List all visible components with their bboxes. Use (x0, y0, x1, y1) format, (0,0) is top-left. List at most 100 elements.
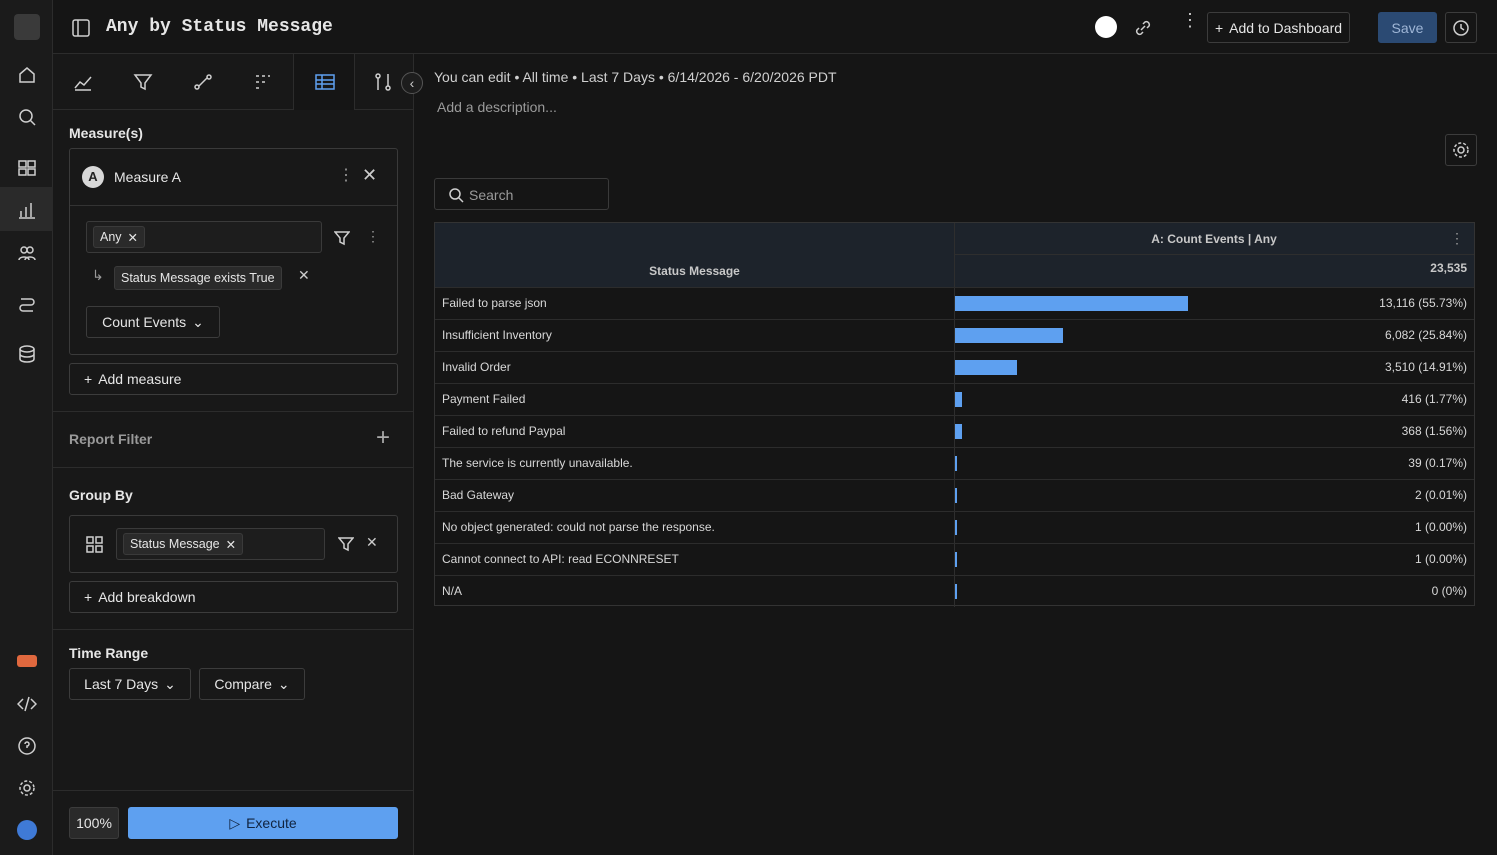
select-label: Last 7 Days (84, 676, 159, 692)
add-measure-button[interactable]: + Add measure (69, 363, 398, 395)
table-row[interactable]: Cannot connect to API: read ECONNRESET 1 … (435, 543, 1474, 575)
measure-name[interactable]: Measure A (114, 169, 181, 185)
settings-button[interactable] (1445, 134, 1477, 166)
report-title[interactable]: Any by Status Message (106, 17, 333, 37)
compare-select[interactable]: Compare ⌄ (199, 668, 305, 700)
measure-badge: A (82, 166, 104, 188)
users-icon[interactable] (17, 243, 37, 263)
more-menu[interactable]: ⋮ (1181, 10, 1199, 30)
row-value: 368 (1.56%) (1401, 424, 1467, 438)
table-row[interactable]: N/A 0 (0%) (435, 575, 1474, 607)
remove-filter[interactable]: ✕ (298, 267, 310, 283)
filter-icon[interactable] (334, 230, 350, 246)
row-label: Bad Gateway (442, 488, 515, 502)
row-value: 2 (0.01%) (1414, 488, 1467, 502)
column-separator (954, 320, 955, 351)
group-column-header[interactable]: Status Message (649, 264, 740, 278)
event-chip: Any ✕ (93, 226, 146, 248)
link-icon[interactable] (1133, 18, 1153, 38)
group-icon (86, 536, 103, 553)
filter-arrow: ↳ (92, 267, 104, 283)
flow-tab[interactable] (193, 72, 213, 92)
select-label: Count Events (102, 314, 187, 330)
execute-button[interactable]: ▷ Execute (128, 807, 398, 839)
bar (955, 296, 1188, 311)
table-tab-active[interactable] (293, 54, 355, 110)
home-icon[interactable] (17, 65, 37, 85)
column-separator (954, 288, 955, 319)
compare-tab[interactable] (373, 72, 393, 92)
agent-icon[interactable] (17, 655, 37, 667)
data-icon[interactable] (17, 344, 37, 364)
settings-icon[interactable] (17, 778, 37, 798)
remove-group[interactable]: ✕ (366, 534, 378, 550)
group-by-card: Status Message ✕ ✕ (69, 515, 398, 573)
row-label: Failed to refund Paypal (442, 424, 566, 438)
property-select[interactable]: Status Message ✕ (116, 528, 325, 560)
code-icon[interactable] (17, 694, 37, 714)
row-value: 0 (0%) (1431, 584, 1467, 598)
button-label: Add measure (98, 371, 182, 387)
app-logo[interactable] (14, 14, 40, 40)
chip-label: Any (100, 230, 122, 244)
search-placeholder: Search (469, 187, 514, 203)
description-input[interactable]: Add a description... (437, 99, 557, 115)
save-button[interactable]: Save (1378, 12, 1437, 43)
table-row[interactable]: Insufficient Inventory 6,082 (25.84%) (435, 319, 1474, 351)
property-chip: Status Message ✕ (123, 533, 244, 555)
row-value: 416 (1.77%) (1401, 392, 1467, 406)
flows-icon[interactable] (17, 294, 37, 314)
history-button[interactable] (1445, 12, 1477, 43)
workspace-icon[interactable] (1095, 16, 1117, 38)
filter-icon[interactable] (338, 536, 354, 552)
line-tab[interactable] (73, 72, 93, 92)
bar (955, 488, 957, 503)
remove-measure[interactable]: ✕ (362, 165, 378, 185)
search-input[interactable]: Search (434, 178, 609, 210)
toggle-sidebar-icon[interactable] (72, 19, 90, 37)
bar (955, 520, 957, 535)
table-row[interactable]: The service is currently unavailable. 39 … (435, 447, 1474, 479)
bar (955, 392, 963, 407)
table-icon (315, 74, 335, 90)
help-icon[interactable] (17, 736, 37, 756)
query-sidebar: ‹ Measure(s) A Measure A ⋮ ✕ Any ✕ ⋮ ↳ St… (53, 54, 423, 855)
search-icon[interactable] (17, 107, 37, 127)
column-separator (954, 448, 955, 479)
column-separator (954, 544, 955, 575)
funnel-tab[interactable] (133, 72, 153, 92)
filter-chip[interactable]: Status Message exists True (114, 266, 282, 290)
table-row[interactable]: No object generated: could not parse the… (435, 511, 1474, 543)
time-range-select[interactable]: Last 7 Days ⌄ (69, 668, 191, 700)
bar (955, 552, 957, 567)
aggregation-select[interactable]: Count Events ⌄ (86, 306, 220, 338)
table-row[interactable]: Bad Gateway 2 (0.01%) (435, 479, 1474, 511)
profile-icon[interactable] (17, 820, 37, 840)
measure-menu[interactable]: ⋮ (338, 167, 354, 184)
bar (955, 456, 957, 471)
row-label: The service is currently unavailable. (442, 456, 633, 470)
divider (53, 790, 414, 791)
column-separator (954, 512, 955, 543)
event-menu[interactable]: ⋮ (366, 228, 380, 244)
search-icon (449, 188, 464, 203)
table-row[interactable]: Failed to refund Paypal 368 (1.56%) (435, 415, 1474, 447)
table-row[interactable]: Payment Failed 416 (1.77%) (435, 383, 1474, 415)
collapse-button[interactable]: ‹ (401, 72, 423, 94)
table-row[interactable]: Failed to parse json 13,116 (55.73%) (435, 287, 1474, 319)
add-filter[interactable]: + (376, 424, 391, 451)
grid-tab[interactable] (253, 72, 273, 92)
measure-column-header[interactable]: A: Count Events | Any (1151, 232, 1277, 246)
zoom-button[interactable]: 100% (69, 807, 119, 839)
add-breakdown-button[interactable]: + Add breakdown (69, 581, 398, 613)
event-select[interactable]: Any ✕ (86, 221, 322, 253)
dashboards-icon[interactable] (17, 158, 37, 178)
add-to-dashboard-button[interactable]: + Add to Dashboard (1207, 12, 1350, 43)
row-label: Invalid Order (442, 360, 511, 374)
table-row[interactable]: Invalid Order 3,510 (14.91%) (435, 351, 1474, 383)
row-label: N/A (442, 584, 463, 598)
section-label: Group By (69, 487, 133, 503)
charts-icon[interactable] (17, 200, 37, 220)
column-menu[interactable]: ⋮ (1450, 230, 1464, 246)
